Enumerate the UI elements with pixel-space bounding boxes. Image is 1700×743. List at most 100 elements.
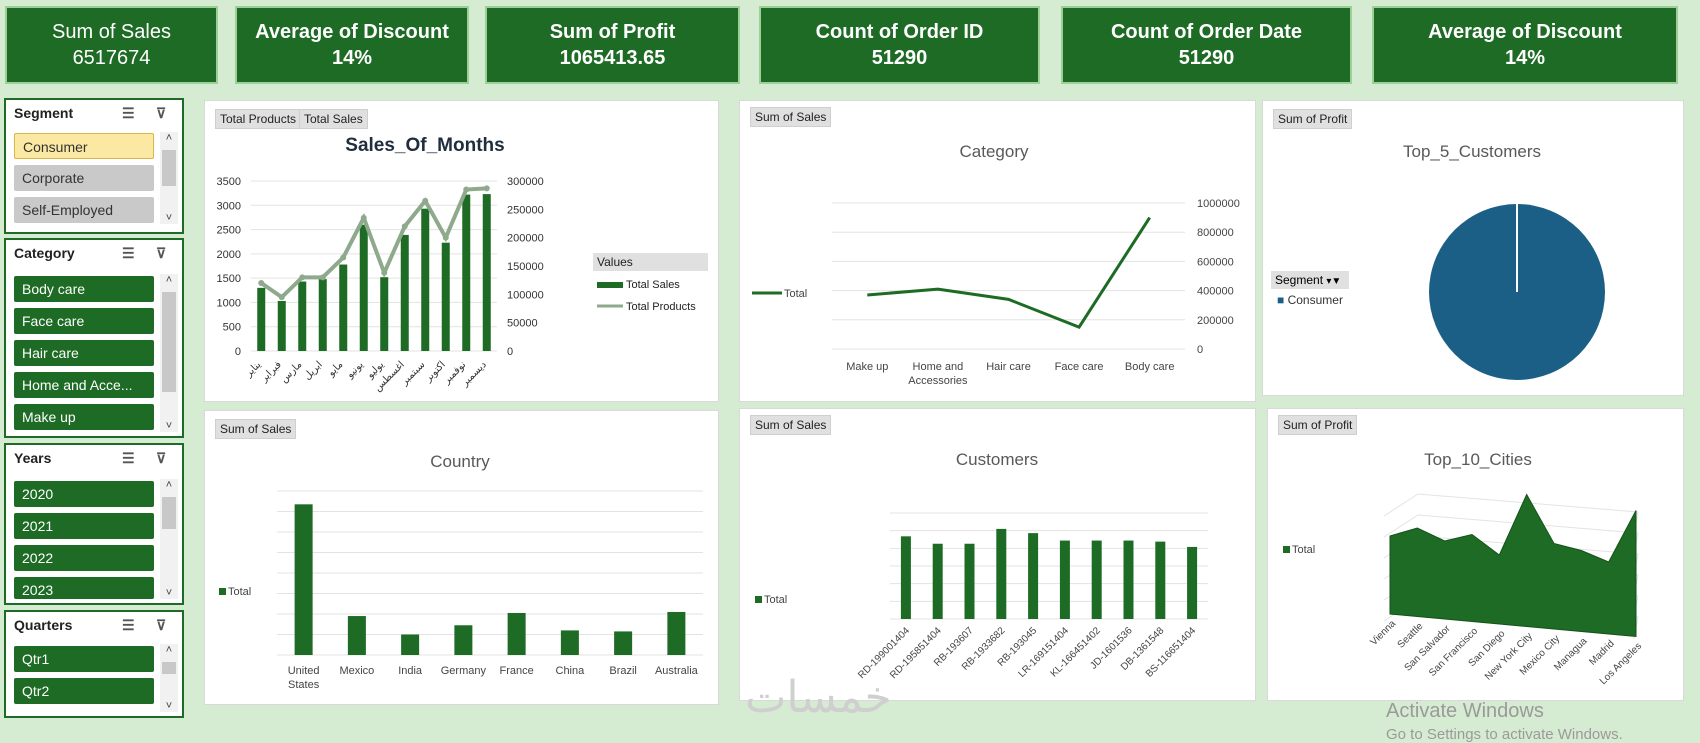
slicer-item-2023[interactable]: 2023 bbox=[14, 577, 154, 599]
scroll-thumb[interactable] bbox=[162, 292, 176, 392]
y-left-tick-label: 1500 bbox=[217, 273, 241, 285]
y-left-tick-label: 2000 bbox=[217, 249, 241, 261]
scroll-up-icon[interactable]: ˄ bbox=[165, 479, 173, 491]
bar-total bbox=[900, 536, 911, 619]
slicer-scrollbar[interactable]: ˄ ˅ bbox=[160, 479, 178, 599]
slicer-item-make-up[interactable]: Make up bbox=[14, 404, 154, 430]
y-right-tick-label: 100000 bbox=[507, 289, 544, 301]
customers-chart: CustomersRD-199001404RD-195851404RB-1936… bbox=[755, 450, 1208, 681]
bar-total-sales bbox=[400, 234, 409, 351]
line-total bbox=[867, 216, 1151, 329]
slicer-item-consumer[interactable]: Consumer bbox=[14, 133, 154, 159]
legend-filter-label: Segment bbox=[1275, 273, 1324, 287]
x-tick-label: مايو bbox=[325, 359, 345, 379]
point-total-products bbox=[401, 223, 408, 230]
x-tick-label: Mexico bbox=[339, 665, 374, 677]
scroll-up-icon[interactable]: ˄ bbox=[165, 274, 173, 286]
field-button-total-sales[interactable]: Total Sales bbox=[299, 109, 368, 129]
point-total-products bbox=[319, 274, 326, 281]
panel-category: Sum of Sales Category 0 200000 400000 600000… bbox=[739, 100, 1256, 402]
slicer-scrollbar[interactable]: ˄ ˅ bbox=[160, 644, 178, 712]
slicer-item-qtr1[interactable]: Qtr1 bbox=[14, 646, 154, 672]
slicer-item-hair-care[interactable]: Hair care bbox=[14, 340, 154, 366]
kpi-value: 51290 bbox=[871, 47, 928, 69]
country-chart: Country United States Mexico India Germany Fra… bbox=[219, 452, 703, 691]
kpi-average-discount: Average of Discount 14% bbox=[235, 6, 469, 84]
x-tick-label: Vienna bbox=[1368, 618, 1398, 648]
bar-total bbox=[1187, 546, 1198, 619]
multi-select-icon[interactable]: ☰ bbox=[122, 616, 135, 633]
field-button-sum-of-sales[interactable]: Sum of Sales bbox=[750, 415, 832, 435]
point-total-products bbox=[463, 186, 470, 193]
scroll-thumb[interactable] bbox=[162, 497, 176, 529]
slicer-item-2020[interactable]: 2020 bbox=[14, 481, 154, 507]
clear-filter-icon[interactable]: ⊽ bbox=[156, 104, 167, 121]
field-button-sum-of-profit[interactable]: Sum of Profit bbox=[1278, 415, 1358, 435]
area-total bbox=[1389, 493, 1637, 638]
bar-total-sales bbox=[277, 300, 286, 351]
category-chart: Category 0 200000 400000 600000 800000 1000000… bbox=[752, 142, 1240, 387]
y-left-tick-label: 1000 bbox=[217, 297, 241, 309]
panel-top10-cities: Sum of Profit Top_10_Cities Vienna Seattle… bbox=[1267, 408, 1684, 701]
field-button-sum-of-sales[interactable]: Sum of Sales bbox=[215, 419, 297, 439]
field-button-total-products[interactable]: Total Products bbox=[215, 109, 302, 129]
kpi-value: 1065413.65 bbox=[559, 47, 666, 69]
x-tick-label: Australia bbox=[655, 665, 699, 677]
legend-filter-button[interactable]: Segment ▾▼ bbox=[1271, 271, 1349, 289]
x-tick-label: Hair care bbox=[986, 361, 1031, 373]
slicer-item-self-employed[interactable]: Self-Employed bbox=[14, 197, 154, 223]
slicer-title: Segment bbox=[14, 105, 74, 121]
kpi-count-order-date: Count of Order Date 51290 bbox=[1061, 6, 1352, 84]
slicer-item-corporate[interactable]: Corporate bbox=[14, 165, 154, 191]
slicer-item-2022[interactable]: 2022 bbox=[14, 545, 154, 571]
kpi-sum-of-sales: Sum of Sales 6517674 bbox=[5, 6, 218, 84]
scroll-up-icon[interactable]: ˄ bbox=[165, 644, 173, 656]
scroll-down-icon[interactable]: ˅ bbox=[165, 420, 173, 432]
slicer-scrollbar[interactable]: ˄ ˅ bbox=[160, 132, 178, 224]
clear-filter-icon[interactable]: ⊽ bbox=[156, 616, 167, 633]
panel-customers: Sum of Sales Customers RD-199001404 RD-195… bbox=[739, 408, 1256, 701]
slicer-item-2021[interactable]: 2021 bbox=[14, 513, 154, 539]
legend-label-total-sales: Total Sales bbox=[626, 279, 680, 291]
y-tick-label: 600000 bbox=[1197, 256, 1234, 268]
clear-filter-icon[interactable]: ⊽ bbox=[156, 449, 167, 466]
point-total-products bbox=[422, 197, 429, 204]
scroll-down-icon[interactable]: ˅ bbox=[165, 700, 173, 712]
chart-title: Top_10_Cities bbox=[1424, 450, 1532, 469]
x-tick-label: India bbox=[398, 665, 423, 677]
field-button-sum-of-sales[interactable]: Sum of Sales bbox=[750, 107, 832, 127]
point-total-products bbox=[258, 280, 265, 286]
scroll-up-icon[interactable]: ˄ bbox=[165, 132, 173, 144]
legend-header-bg bbox=[593, 253, 708, 271]
scroll-thumb[interactable] bbox=[162, 150, 176, 186]
scroll-thumb[interactable] bbox=[162, 662, 176, 674]
scroll-down-icon[interactable]: ˅ bbox=[165, 212, 173, 224]
slicer-item-body-care[interactable]: Body care bbox=[14, 276, 154, 302]
field-button-sum-of-profit[interactable]: Sum of Profit bbox=[1273, 109, 1353, 129]
clear-filter-icon[interactable]: ⊽ bbox=[156, 244, 167, 261]
chart-title: Top_5_Customers bbox=[1403, 142, 1541, 161]
point-total-products bbox=[360, 214, 367, 221]
slicer-item-qtr2[interactable]: Qtr2 bbox=[14, 678, 154, 704]
slicer-title: Years bbox=[14, 450, 52, 466]
slicer-item-face-care[interactable]: Face care bbox=[14, 308, 154, 334]
x-tick-label: ابريل bbox=[302, 359, 325, 382]
kpi-count-order-id: Count of Order ID 51290 bbox=[759, 6, 1040, 84]
slicer-item-home-and-accessories[interactable]: Home and Acce... bbox=[14, 372, 154, 398]
scroll-down-icon[interactable]: ˅ bbox=[165, 587, 173, 599]
kpi-average-discount-2: Average of Discount 14% bbox=[1372, 6, 1678, 84]
y-right-tick-label: 300000 bbox=[507, 176, 544, 188]
slicer-scrollbar[interactable]: ˄ ˅ bbox=[160, 274, 178, 432]
multi-select-icon[interactable]: ☰ bbox=[122, 104, 135, 121]
multi-select-icon[interactable]: ☰ bbox=[122, 449, 135, 466]
multi-select-icon[interactable]: ☰ bbox=[122, 244, 135, 261]
y-tick-label: 800000 bbox=[1197, 227, 1234, 239]
kpi-title: Count of Order ID bbox=[815, 21, 984, 43]
bar-total bbox=[1028, 533, 1039, 619]
bar-total bbox=[996, 528, 1007, 619]
slicer-header: Segment ☰ ⊽ bbox=[6, 100, 182, 126]
y-tick-label: 400000 bbox=[1197, 286, 1234, 298]
bar-total bbox=[1123, 540, 1134, 619]
y-left-tick-label: 3500 bbox=[217, 176, 241, 188]
y-tick-label: 200000 bbox=[1197, 315, 1234, 327]
